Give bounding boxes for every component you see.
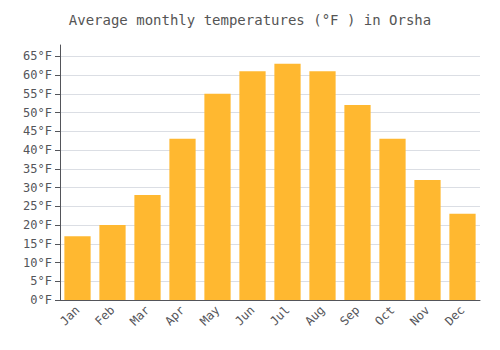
svg-text:30°F: 30°F xyxy=(23,181,52,195)
svg-text:15°F: 15°F xyxy=(23,237,52,251)
svg-text:20°F: 20°F xyxy=(23,218,52,232)
svg-text:5°F: 5°F xyxy=(30,274,52,288)
svg-text:55°F: 55°F xyxy=(23,87,52,101)
svg-text:Aug: Aug xyxy=(302,303,327,328)
svg-text:35°F: 35°F xyxy=(23,162,52,176)
svg-text:Sep: Sep xyxy=(337,303,362,328)
svg-text:Jan: Jan xyxy=(57,303,82,328)
svg-text:Jul: Jul xyxy=(267,303,292,328)
svg-text:60°F: 60°F xyxy=(23,68,52,82)
svg-text:Average monthly temperatures (: Average monthly temperatures (°F ) in Or… xyxy=(69,12,431,28)
svg-text:Feb: Feb xyxy=(92,303,117,328)
svg-text:0°F: 0°F xyxy=(30,293,52,307)
svg-text:Dec: Dec xyxy=(442,303,467,328)
svg-text:65°F: 65°F xyxy=(23,49,52,63)
svg-text:40°F: 40°F xyxy=(23,143,52,157)
svg-text:50°F: 50°F xyxy=(23,106,52,120)
svg-text:Nov: Nov xyxy=(407,303,432,328)
svg-text:25°F: 25°F xyxy=(23,199,52,213)
svg-text:May: May xyxy=(197,303,222,328)
svg-text:Oct: Oct xyxy=(372,303,397,328)
svg-text:Mar: Mar xyxy=(127,303,152,328)
svg-text:Jun: Jun xyxy=(232,303,257,328)
svg-text:10°F: 10°F xyxy=(23,256,52,270)
svg-text:Apr: Apr xyxy=(162,303,187,328)
svg-text:45°F: 45°F xyxy=(23,124,52,138)
